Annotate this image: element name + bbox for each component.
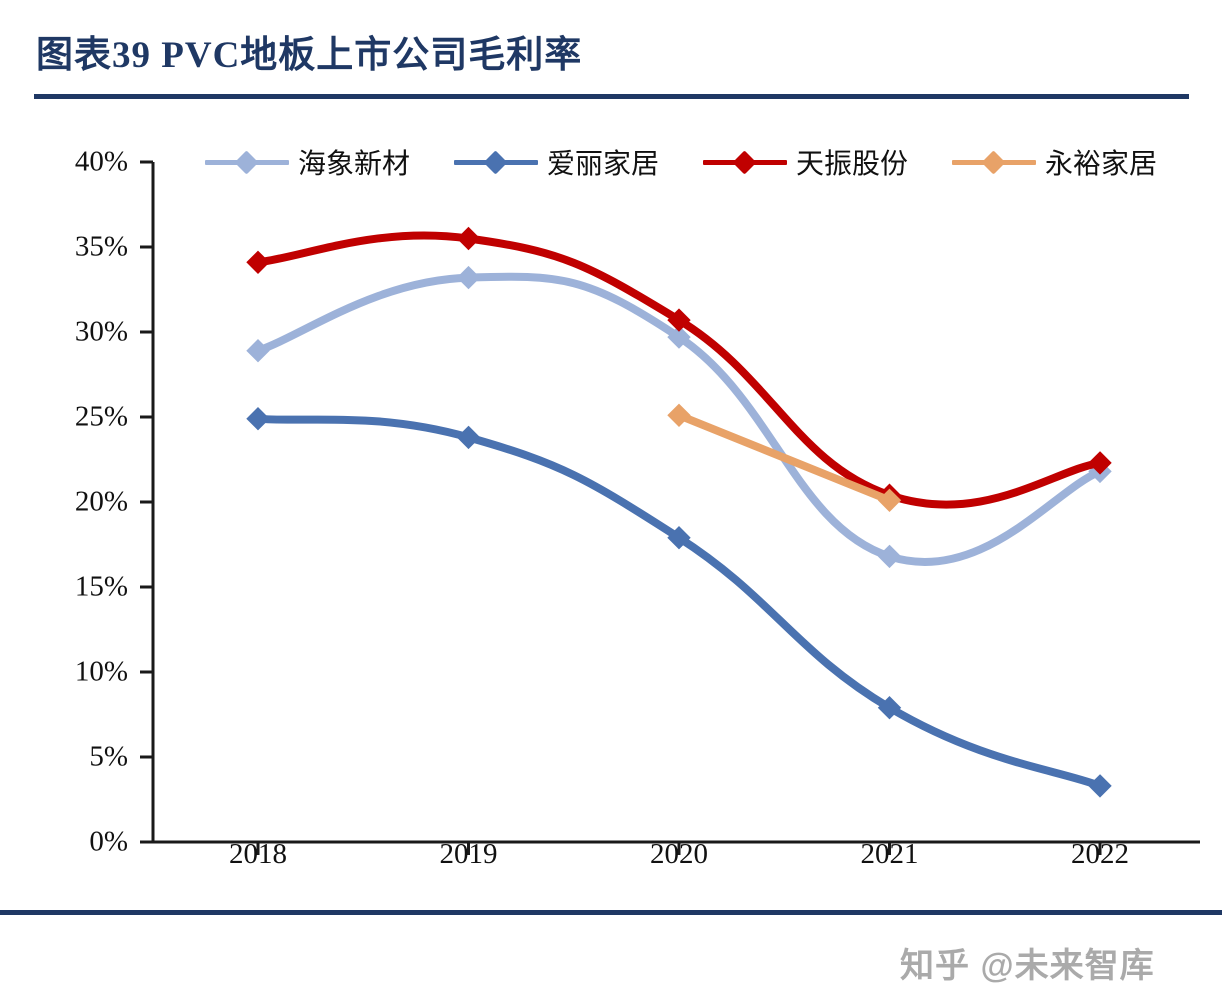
y-tick-label-35: 35% (74, 230, 128, 263)
page-title: 图表39 PVC地板上市公司毛利率 (36, 35, 583, 76)
data-point-marker-0-1 (456, 265, 481, 290)
legend-swatch-icon-0 (205, 150, 289, 175)
data-point-marker-0-2 (667, 325, 691, 349)
y-tick-label-40: 40% (74, 145, 128, 178)
legend-label-1: 爱丽家居 (547, 149, 660, 180)
legend-item-0[interactable]: 海象新材 (205, 142, 410, 182)
legend-item-1[interactable]: 爱丽家居 (454, 142, 659, 182)
data-point-marker-1-2 (667, 525, 691, 550)
y-tick-label-30: 30% (74, 315, 128, 348)
legend-swatch-icon-1 (454, 150, 539, 175)
legend-label-2: 天振股份 (796, 149, 909, 180)
series-line-0 (254, 272, 1104, 566)
y-tick-label-10: 10% (74, 655, 128, 688)
series-group-2 (246, 226, 1112, 509)
title-block: 图表39 PVC地板上市公司毛利率 (0, 0, 1222, 100)
legend-swatch-icon-2 (703, 150, 788, 175)
data-point-marker-0-3 (877, 544, 902, 569)
x-tick-label-2022: 2022 (1071, 838, 1129, 870)
bottom-rule (0, 910, 1222, 915)
y-tick-label-5: 5% (89, 740, 128, 773)
data-point-marker-1-3 (877, 695, 902, 720)
title-underline-rule (34, 94, 1189, 99)
data-point-marker-1-4 (1088, 774, 1112, 798)
data-point-marker-3-0 (667, 403, 691, 428)
x-tick-label-2020: 2020 (650, 838, 708, 870)
x-tick-label-2018: 2018 (229, 838, 287, 870)
plot-canvas (140, 160, 1200, 855)
legend-item-3[interactable]: 永裕家居 (952, 142, 1157, 182)
data-point-marker-2-1 (456, 226, 481, 251)
y-tick-label-15: 15% (74, 570, 128, 603)
y-axis-tick-labels: 0% 5% 10% 15% 20% 25% 30% 35% 40% (30, 100, 128, 918)
y-tick-label-20: 20% (74, 485, 128, 518)
chart-legend: 海象新材 爱丽家居 天振股份 永裕家居 (205, 142, 1157, 182)
series-group-3 (667, 403, 902, 513)
data-point-marker-2-4 (1088, 451, 1112, 475)
data-point-marker-0-0 (246, 338, 270, 363)
watermark-text: 知乎 @未来智库 (900, 947, 1155, 985)
series-line-3 (675, 411, 894, 505)
legend-label-3: 永裕家居 (1045, 149, 1158, 180)
data-point-marker-3-1 (877, 488, 902, 513)
legend-item-2[interactable]: 天振股份 (703, 142, 908, 182)
legend-label-0: 海象新材 (298, 149, 411, 180)
series-line-2 (254, 231, 1104, 509)
legend-swatch-icon-3 (952, 150, 1037, 175)
x-tick-label-2021: 2021 (860, 838, 919, 870)
series-group-1 (246, 406, 1112, 798)
data-point-marker-1-1 (456, 425, 481, 450)
y-tick-label-0: 0% (89, 825, 128, 858)
chart-area: 海象新材 爱丽家居 天振股份 永裕家居 0% 5% 10% 15% 20% 25% 30% 3… (0, 100, 1222, 985)
data-point-marker-1-0 (246, 406, 270, 431)
y-tick-label-25: 25% (74, 400, 128, 433)
data-point-marker-2-2 (667, 308, 691, 332)
series-line-1 (254, 414, 1104, 790)
x-tick-label-2019: 2019 (439, 838, 498, 870)
data-point-marker-2-0 (246, 250, 270, 275)
